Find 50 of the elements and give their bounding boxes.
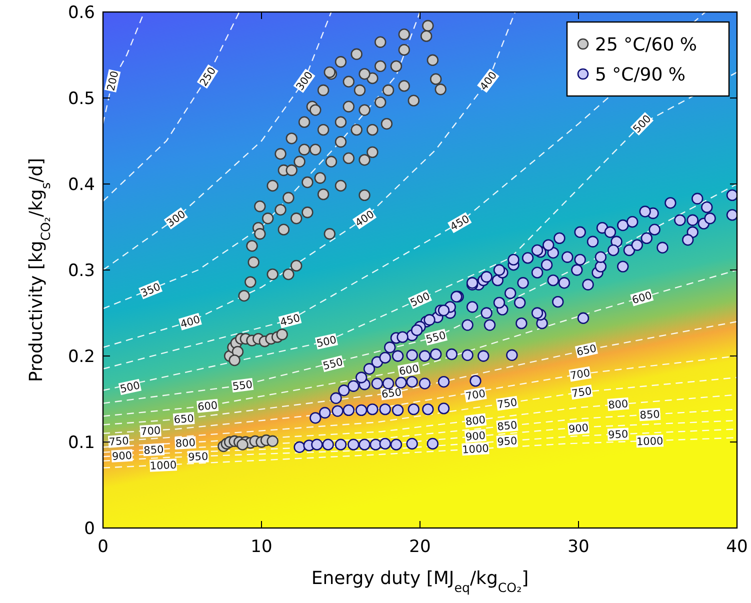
annotation: 450 xyxy=(278,312,302,329)
annotation: 700 xyxy=(464,388,486,403)
x-tick-label: 30 xyxy=(568,537,590,557)
annotation: 500 xyxy=(119,380,142,396)
line-series xyxy=(103,12,516,348)
annotation: 800 xyxy=(608,398,629,412)
annotation: 950 xyxy=(608,428,628,442)
y-tick-label: 0.6 xyxy=(68,2,95,23)
annotation: 400 xyxy=(353,208,377,230)
annotation: 400 xyxy=(478,70,500,93)
annotation: 800 xyxy=(175,436,196,450)
annotation: 450 xyxy=(448,213,472,234)
annotation: 200 xyxy=(105,70,122,92)
annotation: 550 xyxy=(424,329,448,346)
annotation: 700 xyxy=(140,424,161,438)
legend-label: 5 °C/90 % xyxy=(595,64,686,86)
annotation: 1000 xyxy=(636,435,664,448)
annotation: 850 xyxy=(143,444,164,457)
y-tick-label: 0.2 xyxy=(68,346,95,367)
annotation: 300 xyxy=(164,208,188,230)
x-tick-label: 20 xyxy=(409,537,431,557)
annotation: 850 xyxy=(640,408,660,422)
legend-label: 25 °C/60 % xyxy=(595,34,697,56)
annotation: 650 xyxy=(575,342,598,359)
y-tick-label: 0.4 xyxy=(68,174,95,195)
annotation: 850 xyxy=(496,419,518,434)
annotation: 500 xyxy=(408,290,432,310)
y-tick-label: 0.1 xyxy=(68,432,95,453)
annotation: 800 xyxy=(464,414,486,428)
y-tick-label: 0 xyxy=(84,518,95,539)
annotation: 550 xyxy=(322,356,344,373)
annotation: 950 xyxy=(188,450,208,464)
annotation: 350 xyxy=(139,281,162,300)
x-tick-label: 40 xyxy=(726,537,748,557)
y-tick-label: 0.3 xyxy=(68,260,95,281)
x-tick-label: 0 xyxy=(98,537,108,557)
x-axis-title: Energy duty [MJ$_{eq}$/kg$_{CO₂}$] xyxy=(311,568,529,594)
annotation: 600 xyxy=(630,290,654,307)
annotation: 750 xyxy=(108,435,130,448)
annotation: 1000 xyxy=(462,442,490,456)
x-tick-label: 10 xyxy=(250,537,272,557)
annotation: 900 xyxy=(112,450,132,463)
annotation: 750 xyxy=(496,396,518,412)
annotation: 950 xyxy=(496,435,518,448)
line-series xyxy=(103,12,240,202)
annotation: 900 xyxy=(465,430,486,444)
annotation: 1000 xyxy=(150,459,177,473)
line-series xyxy=(103,12,332,271)
y-tick-label: 0.5 xyxy=(68,88,95,109)
annotation: 400 xyxy=(179,314,202,331)
